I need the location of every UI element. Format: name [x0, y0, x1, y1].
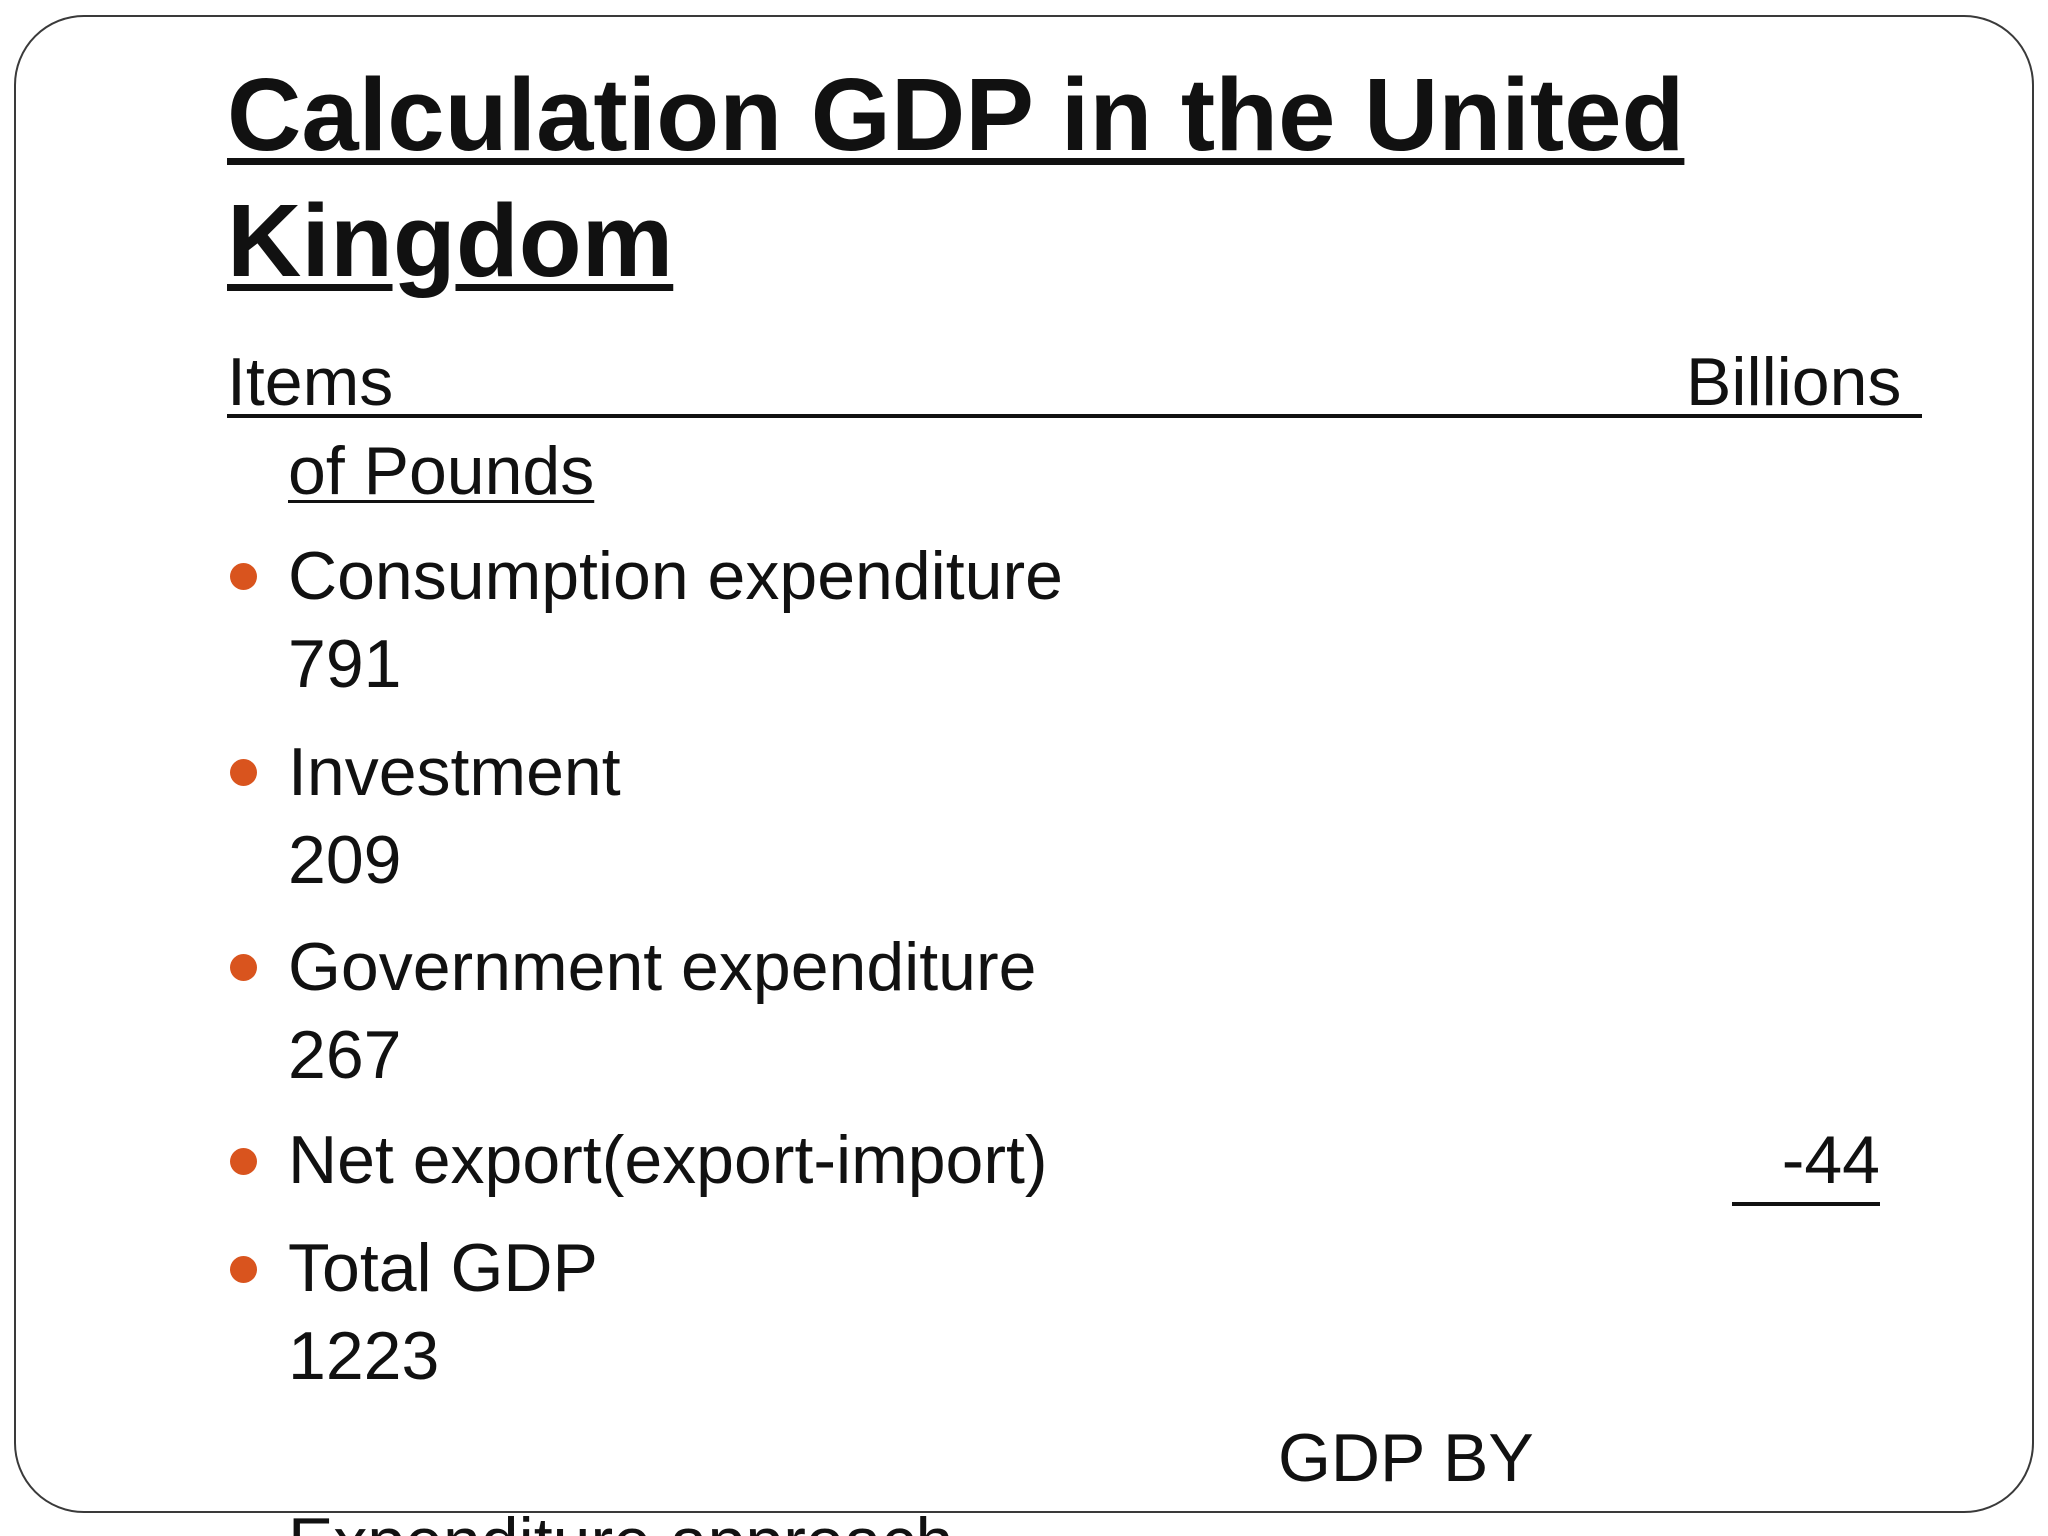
item-consumption-label: Consumption expenditure — [288, 538, 1063, 614]
gdp-by-label: GDP BY — [1278, 1420, 1534, 1496]
item-government-label: Government expenditure — [288, 929, 1037, 1005]
header-billions-label: Billions — [1686, 344, 1902, 420]
bullet-dot-icon — [230, 759, 257, 786]
slide-title: Calculation GDP in the United Kingdom — [227, 57, 1685, 298]
bullet-dot-icon — [230, 1148, 257, 1175]
item-total-gdp-value: 1223 — [288, 1318, 440, 1394]
item-total-gdp-label: Total GDP — [288, 1230, 598, 1306]
slide-frame — [14, 15, 2034, 1513]
header-pounds-label: of Pounds — [288, 433, 595, 509]
header-underline — [227, 414, 1922, 418]
bullet-dot-icon — [230, 563, 257, 590]
item-consumption-value: 791 — [288, 626, 402, 702]
item-investment-value: 209 — [288, 822, 402, 898]
header-items-label: Items — [227, 344, 394, 420]
approach-label: Expenditure approach — [288, 1502, 953, 1536]
item-net-export-label: Net export(export-import) — [288, 1122, 1048, 1198]
item-net-export-value: -44 — [1732, 1120, 1880, 1206]
item-investment-label: Investment — [288, 734, 621, 810]
item-government-value: 267 — [288, 1017, 402, 1093]
bullet-dot-icon — [230, 1256, 257, 1283]
bullet-dot-icon — [230, 954, 257, 981]
